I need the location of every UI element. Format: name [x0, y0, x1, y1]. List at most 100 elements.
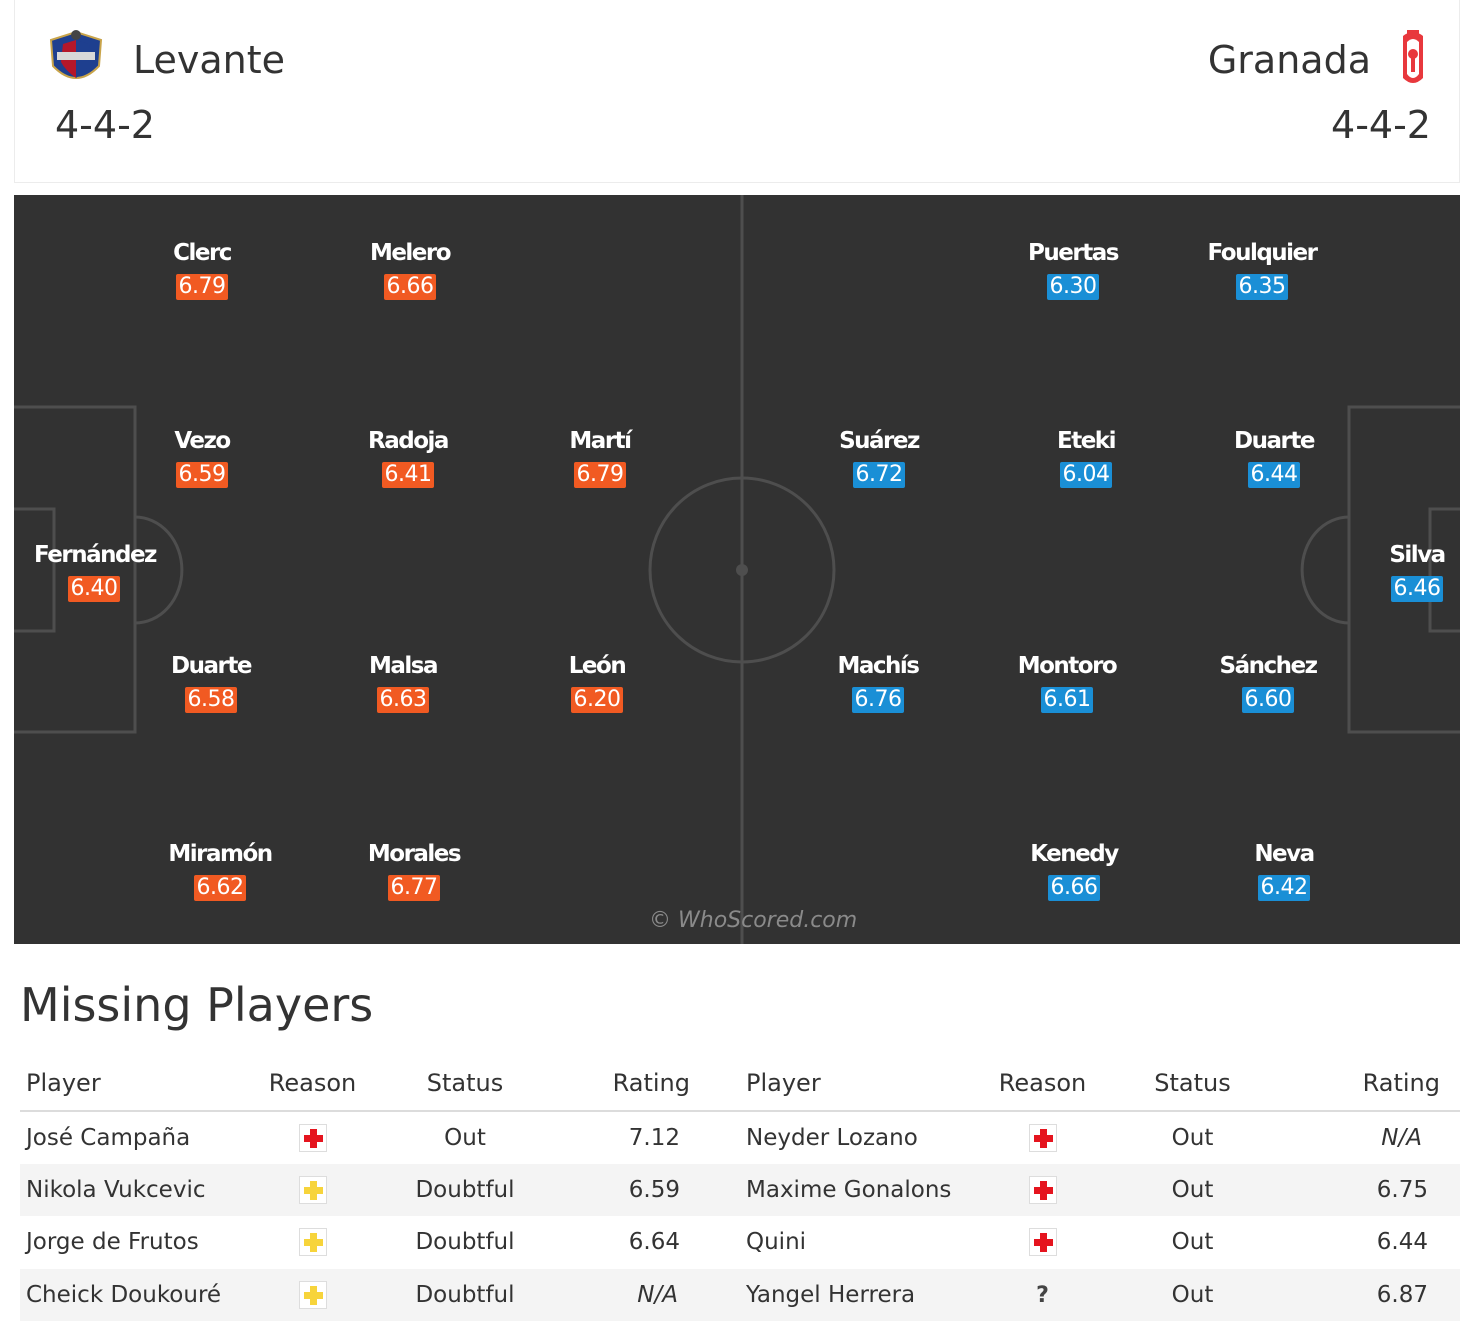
- player-name: Neva: [1254, 841, 1315, 867]
- missing-player-name[interactable]: Maxime Gonalons: [740, 1163, 980, 1216]
- home-player[interactable]: Malsa 6.63: [343, 652, 463, 713]
- away-player[interactable]: Silva 6.46: [1357, 541, 1460, 602]
- player-name: Duarte: [171, 653, 252, 679]
- missing-player-name[interactable]: Quini: [746, 1229, 807, 1256]
- home-player[interactable]: Martí 6.79: [540, 427, 660, 488]
- column-header: Rating: [1280, 1055, 1460, 1112]
- player-name: Miramón: [168, 841, 273, 867]
- player-name: Eteki: [1057, 428, 1117, 454]
- missing-rating: 6.87: [1280, 1268, 1460, 1321]
- missing-rating: 6.59: [555, 1163, 740, 1216]
- player-rating: 6.35: [1235, 274, 1289, 300]
- player-rating: 6.59: [175, 462, 229, 488]
- player-rating: 6.76: [851, 687, 905, 713]
- doubtful-icon[interactable]: [298, 1280, 327, 1309]
- player-rating: 6.30: [1046, 274, 1100, 300]
- player-rating: 6.58: [184, 687, 238, 713]
- player-rating: 6.41: [381, 462, 435, 488]
- missing-rating: N/A: [555, 1268, 740, 1321]
- home-player[interactable]: Melero 6.66: [350, 239, 470, 300]
- table-row: Cheick Doukouré Doubtful N/A Yangel Herr…: [20, 1268, 1460, 1321]
- injury-icon[interactable]: [1028, 1228, 1057, 1257]
- missing-status: Out: [444, 1124, 486, 1151]
- formation-pitch: Fernández 6.40 Vezo 6.59 Duarte 6.58 Cle…: [14, 195, 1460, 944]
- away-team-name[interactable]: Granada: [1207, 38, 1371, 82]
- pitch-lines: [14, 195, 1460, 944]
- home-formation: 4-4-2: [55, 103, 155, 147]
- missing-status: Out: [1171, 1229, 1214, 1256]
- player-rating: 6.40: [67, 576, 121, 602]
- player-name: Fernández: [34, 542, 157, 568]
- doubtful-icon[interactable]: [298, 1228, 327, 1257]
- away-player[interactable]: Duarte 6.44: [1214, 427, 1334, 488]
- injury-icon[interactable]: [1028, 1175, 1057, 1204]
- home-player[interactable]: Duarte 6.58: [151, 652, 271, 713]
- column-header: Reason: [250, 1055, 375, 1112]
- away-player[interactable]: Neva 6.42: [1224, 840, 1344, 901]
- away-player[interactable]: Sánchez 6.60: [1208, 652, 1328, 713]
- player-name: Foulquier: [1207, 240, 1318, 266]
- unknown-reason-icon[interactable]: ?: [1036, 1282, 1049, 1308]
- column-header: Status: [1105, 1055, 1280, 1112]
- doubtful-icon[interactable]: [298, 1175, 327, 1204]
- granada-crest-icon[interactable]: [1393, 26, 1433, 90]
- away-player[interactable]: Kenedy 6.66: [1014, 840, 1134, 901]
- missing-player-name[interactable]: Neyder Lozano: [746, 1124, 918, 1151]
- table-row: Nikola Vukcevic Doubtful 6.59 Maxime Gon…: [20, 1163, 1460, 1216]
- home-player[interactable]: Vezo 6.59: [142, 427, 262, 488]
- player-rating: 6.60: [1241, 687, 1295, 713]
- missing-players-table: Player Reason Status Rating Player Reaso…: [20, 1055, 1460, 1321]
- player-rating: 6.72: [852, 462, 906, 488]
- away-formation: 4-4-2: [1331, 103, 1431, 147]
- missing-rating: 7.12: [628, 1124, 680, 1151]
- injury-icon[interactable]: [1028, 1123, 1057, 1152]
- missing-player-name[interactable]: Cheick Doukouré: [20, 1268, 250, 1321]
- away-player[interactable]: Montoro 6.61: [1007, 652, 1127, 713]
- missing-player-name[interactable]: Nikola Vukcevic: [20, 1163, 250, 1216]
- away-player[interactable]: Suárez 6.72: [819, 427, 939, 488]
- missing-player-name[interactable]: Jorge de Frutos: [26, 1229, 199, 1256]
- missing-status: Doubtful: [375, 1268, 555, 1321]
- missing-rating: N/A: [1381, 1124, 1422, 1151]
- missing-status: Out: [1105, 1268, 1280, 1321]
- missing-rating: 6.64: [628, 1229, 680, 1256]
- player-name: Kenedy: [1030, 841, 1119, 867]
- home-player[interactable]: Clerc 6.79: [142, 239, 262, 300]
- home-player[interactable]: León 6.20: [537, 652, 657, 713]
- player-rating: 6.46: [1390, 576, 1444, 602]
- missing-rating: 6.75: [1280, 1163, 1460, 1216]
- player-rating: 6.79: [175, 274, 229, 300]
- watermark: © WhoScored.com: [649, 908, 858, 933]
- away-player[interactable]: Machís 6.76: [818, 652, 938, 713]
- player-rating: 6.79: [573, 462, 627, 488]
- missing-player-name[interactable]: Yangel Herrera: [740, 1268, 980, 1321]
- column-header: Status: [375, 1055, 555, 1112]
- player-rating: 6.44: [1247, 462, 1301, 488]
- match-header: Levante 4-4-2 Granada 4-4-2: [14, 0, 1460, 183]
- player-rating: 6.61: [1040, 687, 1094, 713]
- missing-rating: 6.44: [1376, 1229, 1428, 1256]
- levante-crest-icon[interactable]: [45, 26, 107, 90]
- away-player[interactable]: Eteki 6.04: [1026, 427, 1146, 488]
- missing-players-title: Missing Players: [20, 978, 374, 1032]
- player-rating: 6.66: [383, 274, 437, 300]
- injury-icon[interactable]: [298, 1123, 327, 1152]
- column-header: Player: [740, 1055, 980, 1112]
- home-player[interactable]: Radoja 6.41: [348, 427, 468, 488]
- player-rating: 6.20: [570, 687, 624, 713]
- player-name: Clerc: [173, 240, 232, 266]
- player-rating: 6.63: [376, 687, 430, 713]
- player-rating: 6.04: [1059, 462, 1113, 488]
- missing-status: Out: [1105, 1163, 1280, 1216]
- player-name: León: [568, 653, 627, 679]
- home-player[interactable]: Miramón 6.62: [160, 840, 280, 901]
- column-header: Player: [20, 1055, 250, 1112]
- player-name: Sánchez: [1219, 653, 1318, 679]
- player-name: Montoro: [1017, 653, 1118, 679]
- home-player[interactable]: Morales 6.77: [354, 840, 474, 901]
- missing-player-name[interactable]: José Campaña: [26, 1124, 191, 1151]
- home-team-name[interactable]: Levante: [133, 38, 286, 82]
- away-player[interactable]: Foulquier 6.35: [1202, 239, 1322, 300]
- away-player[interactable]: Puertas 6.30: [1013, 239, 1133, 300]
- home-player[interactable]: Fernández 6.40: [34, 541, 157, 602]
